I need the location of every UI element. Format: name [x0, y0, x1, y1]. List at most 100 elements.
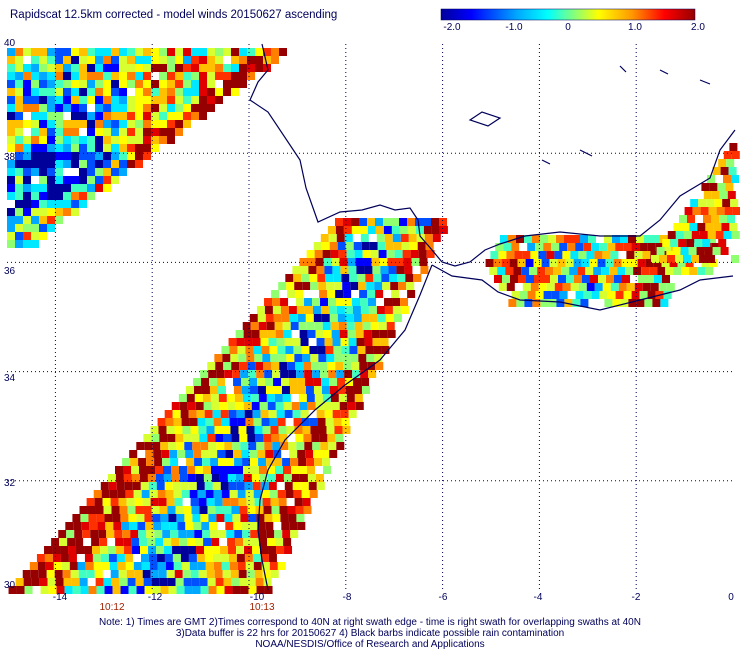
wind-cell [265, 378, 274, 386]
wind-cell [269, 562, 278, 570]
wind-cell [384, 298, 393, 306]
wind-cell [161, 522, 170, 530]
wind-cell [263, 48, 271, 56]
wind-cell [575, 291, 584, 299]
wind-cell [586, 283, 595, 291]
wind-cell [332, 338, 341, 346]
wind-cell [234, 530, 243, 538]
wind-cell [417, 242, 426, 250]
wind-cell [45, 562, 54, 570]
wind-cell [343, 290, 352, 298]
wind-cell [87, 160, 95, 168]
wind-cell [108, 546, 117, 554]
wind-cell [717, 183, 726, 191]
wind-cell [227, 538, 236, 546]
wind-cell [304, 370, 313, 378]
wind-cell [338, 394, 347, 402]
wind-cell [599, 291, 608, 299]
wind-cell [143, 136, 151, 144]
wind-cell [301, 418, 310, 426]
wind-cell [667, 231, 676, 239]
wind-cell [159, 56, 167, 64]
wind-cell [39, 136, 47, 144]
wind-cell [82, 530, 91, 538]
wind-cell [115, 538, 124, 546]
wind-cell [47, 96, 55, 104]
wind-cell [372, 338, 381, 346]
wind-cell [296, 442, 305, 450]
wind-cell [139, 474, 148, 482]
wind-cell [163, 466, 171, 474]
wind-cell [23, 80, 31, 88]
wind-cell [348, 338, 357, 346]
wind-cell [213, 418, 222, 426]
wind-cell [247, 434, 256, 442]
wind-cell [413, 274, 422, 282]
wind-cell [356, 266, 365, 274]
wind-cell [23, 136, 31, 144]
wind-cell [577, 267, 586, 275]
wind-cell [246, 426, 255, 434]
wind-cell [15, 160, 23, 168]
wind-cell [163, 474, 172, 482]
wind-cell [332, 410, 341, 418]
wind-cell [400, 306, 409, 314]
note-line-1: Note: 1) Times are GMT 2)Times correspon… [99, 617, 641, 628]
wind-cell [285, 490, 294, 498]
wind-cell [347, 402, 356, 410]
wind-cell [115, 474, 124, 482]
wind-cell [231, 88, 239, 96]
wind-cell [55, 160, 63, 168]
wind-cell [250, 530, 259, 538]
wind-cell [353, 378, 362, 386]
wind-cell [361, 378, 370, 386]
wind-cell [503, 243, 512, 251]
wind-cell [207, 88, 215, 96]
wind-cell [119, 48, 127, 56]
wind-cell [718, 239, 727, 247]
wind-cell [31, 168, 39, 176]
wind-cell [318, 282, 327, 290]
wind-cell [257, 378, 266, 386]
wind-cell [84, 554, 93, 562]
wind-cell [63, 96, 71, 104]
wind-cell [310, 426, 319, 434]
wind-cell [392, 234, 401, 242]
wind-cell [223, 80, 231, 88]
lon-label: -14 [52, 592, 68, 603]
wind-cell [231, 56, 239, 64]
wind-cell [71, 578, 80, 586]
wind-cell [210, 394, 219, 402]
wind-cell [679, 215, 687, 223]
wind-cell [233, 386, 242, 394]
wind-cell [259, 402, 268, 410]
wind-cell [95, 128, 103, 136]
wind-cell [273, 386, 282, 394]
wind-cell [200, 442, 209, 450]
wind-cell [159, 434, 168, 442]
wind-cell [185, 522, 194, 530]
wind-cell [302, 282, 311, 290]
wind-cell [119, 160, 127, 168]
wind-cell [306, 394, 315, 402]
wind-cell [87, 184, 95, 192]
wind-cell [148, 546, 157, 554]
wind-cell [353, 386, 362, 394]
wind-cell [87, 506, 96, 514]
wind-cell [489, 267, 498, 275]
wind-cell [71, 152, 79, 160]
wind-cell [156, 546, 165, 554]
wind-cell [71, 112, 79, 120]
wind-cell [7, 240, 15, 248]
wind-cell [186, 530, 195, 538]
wind-cell [265, 522, 274, 530]
wind-cell [270, 498, 279, 506]
wind-cell [87, 88, 95, 96]
wind-cell [670, 239, 679, 247]
wind-cell [39, 216, 47, 224]
wind-cell [580, 235, 588, 243]
wind-cell [113, 522, 122, 530]
wind-cell [88, 586, 97, 594]
wind-cell [180, 482, 189, 490]
swath-time-label: 10:12 [99, 602, 125, 613]
